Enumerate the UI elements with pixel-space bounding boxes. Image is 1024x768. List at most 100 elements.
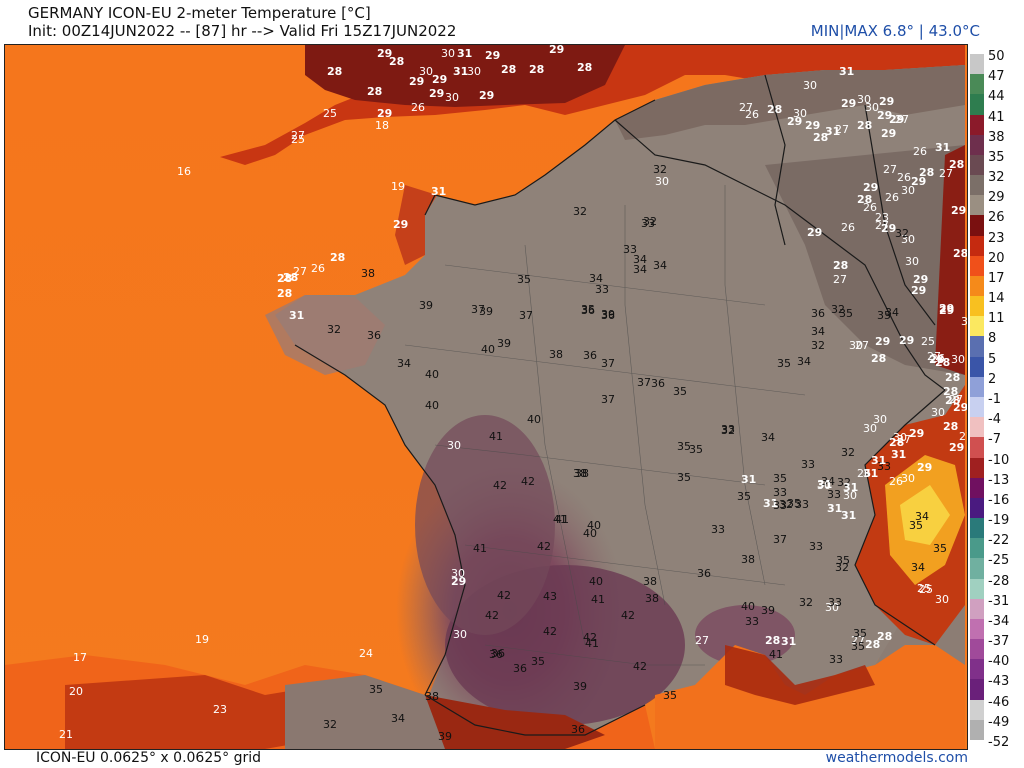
- temperature-label: 37: [601, 357, 615, 370]
- temperature-label: 36: [811, 307, 825, 320]
- temperature-label: 28: [277, 287, 292, 300]
- color-scale-swatch: [970, 134, 984, 156]
- temperature-label: 30: [445, 91, 459, 104]
- color-scale-tick: -10: [988, 452, 1010, 468]
- color-scale-tick: 11: [988, 311, 1005, 327]
- temperature-label: 30: [873, 413, 887, 426]
- temperature-label: 30: [655, 175, 669, 188]
- temperature-label: 42: [621, 609, 635, 622]
- temperature-label: 39: [479, 305, 493, 318]
- temperature-label: 30: [441, 47, 455, 60]
- color-scale-tick: -22: [988, 533, 1010, 549]
- temperature-label: 40: [589, 575, 603, 588]
- temperature-label: 30: [901, 472, 915, 485]
- temperature-label: 30: [849, 339, 863, 352]
- temperature-label: 28: [857, 119, 872, 132]
- color-scale-swatch: [970, 94, 984, 116]
- temperature-label: 26: [889, 475, 903, 488]
- temperature-label: 33: [795, 498, 809, 511]
- temperature-label: 29: [917, 461, 932, 474]
- temperature-label: 18: [375, 119, 389, 132]
- temperature-label: 28: [945, 371, 960, 384]
- temperature-label: 31: [863, 467, 878, 480]
- region-boundaries: [404, 185, 806, 666]
- temperature-label: 36: [513, 662, 527, 675]
- temperature-label: 30: [793, 107, 807, 120]
- temperature-label: 35: [663, 689, 677, 702]
- temperature-label: 35: [581, 303, 595, 316]
- color-scale-swatch: [970, 235, 984, 257]
- color-scale-tick: 17: [988, 270, 1005, 286]
- temperature-label: 29: [863, 181, 878, 194]
- site-credit[interactable]: weathermodels.com: [825, 750, 968, 766]
- temperature-label: 29: [877, 109, 892, 122]
- temperature-label: 29: [451, 575, 466, 588]
- temperature-label: 40: [425, 368, 439, 381]
- temperature-label: 32: [779, 498, 793, 511]
- temperature-label: 30: [905, 255, 919, 268]
- temperature-label: 33: [877, 460, 891, 473]
- temperature-label: 27: [833, 273, 847, 286]
- temperature-label: 30: [451, 567, 465, 580]
- temperature-label: 28: [949, 158, 964, 171]
- temperature-label: 28: [767, 103, 782, 116]
- model-grid-label: ICON-EU 0.0625° x 0.0625° grid: [36, 750, 262, 766]
- color-scale-tick: 23: [988, 230, 1005, 246]
- temperature-label: 33: [711, 523, 725, 536]
- map-title: GERMANY ICON-EU 2-meter Temperature [°C]: [28, 4, 371, 22]
- temperature-label: 27: [895, 113, 909, 126]
- temperature-label: 29: [911, 284, 926, 297]
- temperature-label: 29: [951, 204, 966, 217]
- temperature-label: 39: [438, 730, 452, 743]
- color-scale-tick: 50: [988, 49, 1005, 65]
- temperature-label: 28: [327, 65, 342, 78]
- temperature-label: 31: [453, 65, 468, 78]
- color-scale-tick: 38: [988, 129, 1005, 145]
- color-scale-tick: -16: [988, 492, 1010, 508]
- temperature-label: 41: [585, 637, 599, 650]
- temperature-label: 38: [573, 467, 587, 480]
- temperature-label: 28: [877, 630, 892, 643]
- temperature-label: 26: [411, 101, 425, 114]
- temperature-label: 28: [871, 352, 886, 365]
- temperature-label: 30: [803, 79, 817, 92]
- temperature-label: 28: [889, 436, 904, 449]
- color-scale-swatch: [970, 578, 984, 600]
- color-scale-tick: -52: [988, 734, 1010, 750]
- temperature-label: 31: [843, 481, 858, 494]
- map-header: GERMANY ICON-EU 2-meter Temperature [°C]…: [0, 0, 1024, 44]
- england-inland: [305, 45, 625, 107]
- temperature-label: 35: [836, 554, 850, 567]
- temperature-label: 28: [389, 55, 404, 68]
- color-scale-tick: -37: [988, 634, 1010, 650]
- color-scale-tick: -4: [988, 412, 1001, 428]
- temperature-label: 29: [429, 87, 444, 100]
- temperature-label: 29: [899, 334, 914, 347]
- color-scale-swatch: [970, 538, 984, 559]
- temperature-label: 30: [951, 353, 965, 366]
- temperature-label: 34: [633, 253, 647, 266]
- temperature-label: 35: [877, 309, 891, 322]
- temperature-label: 37: [773, 533, 787, 546]
- temperature-label: 40: [481, 343, 495, 356]
- color-scale-swatch: [970, 296, 984, 317]
- color-scale-swatch: [970, 618, 984, 640]
- temperature-label: 29: [881, 222, 896, 235]
- temperature-label: 26: [913, 145, 927, 158]
- temperature-label: 29: [911, 175, 926, 188]
- temperature-label: 31: [841, 509, 856, 522]
- temperature-label: 29: [549, 45, 564, 56]
- color-scale-tick: 14: [988, 291, 1005, 307]
- min-max-readout: MIN|MAX 6.8° | 43.0°C: [810, 22, 980, 40]
- temperature-label: 35: [677, 440, 691, 453]
- temperature-label: 36: [571, 723, 585, 736]
- temperature-label: 28: [765, 634, 780, 647]
- temperature-label: 34: [397, 357, 411, 370]
- temperature-label: 16: [177, 165, 191, 178]
- temperature-label: 42: [583, 631, 597, 644]
- temperature-label: 38: [575, 467, 589, 480]
- color-scale-swatch: [970, 215, 984, 237]
- temperature-label: 32: [323, 718, 337, 731]
- temperature-label: 28: [929, 353, 944, 366]
- temperature-label: 31: [431, 185, 446, 198]
